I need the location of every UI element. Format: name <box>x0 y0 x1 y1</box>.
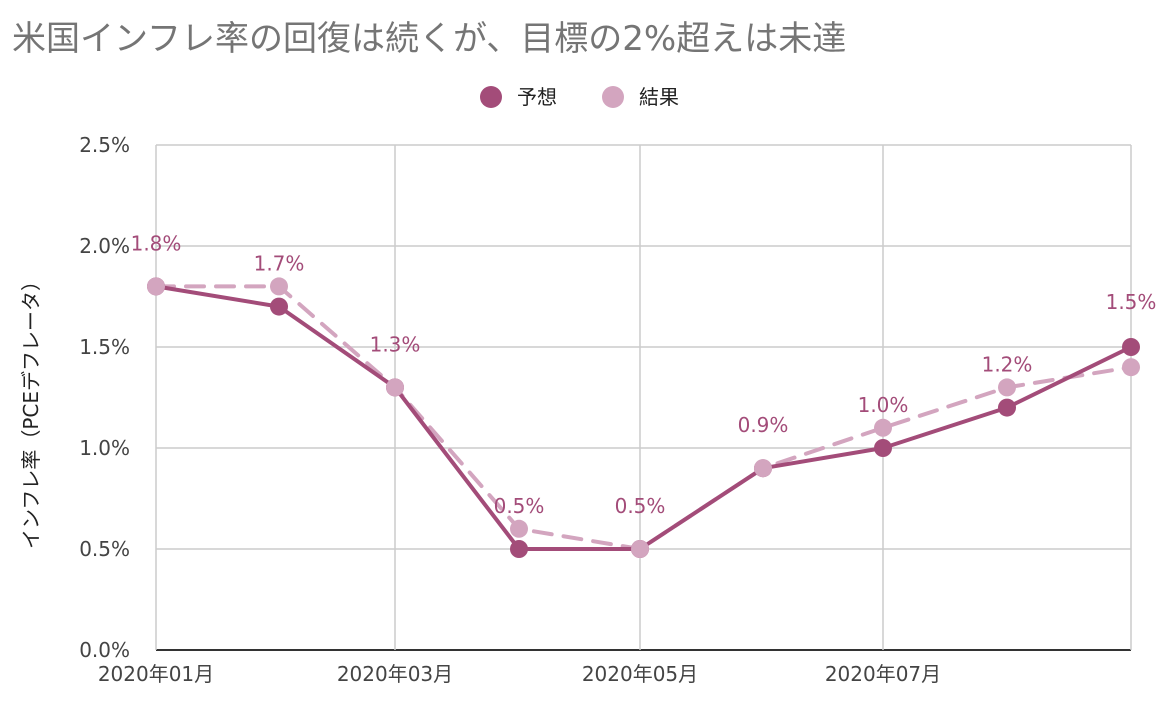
y-tick-label-4: 2.0% <box>79 234 130 258</box>
data-label-5: 0.9% <box>738 413 789 437</box>
series-1-point-5 <box>754 459 772 478</box>
y-axis-title: インフレ率（PCEデフレータ） <box>19 271 43 549</box>
data-label-4: 0.5% <box>615 494 666 518</box>
x-tick-label-2: 2020年05月 <box>582 662 698 686</box>
chart-title: 米国インフレ率の回復は続くが、目標の2%超えは未達 <box>12 19 846 59</box>
series-0-point-7 <box>998 398 1016 417</box>
x-axis-ticks: 2020年01月 2020年03月 2020年05月 2020年07月 <box>98 662 941 686</box>
series-1-point-2 <box>386 378 404 397</box>
y-tick-label-5: 2.5% <box>79 133 130 157</box>
x-tick-label-0: 2020年01月 <box>98 662 214 686</box>
data-label-0: 1.8% <box>131 231 182 255</box>
data-label-8: 1.5% <box>1106 290 1157 314</box>
legend-marker-0 <box>480 86 502 108</box>
y-axis-ticks: 0.0% 0.5% 1.0% 1.5% 2.0% 2.5% <box>79 133 130 662</box>
series-1-point-7 <box>998 378 1016 397</box>
y-tick-label-1: 0.5% <box>79 537 130 561</box>
x-tick-label-1: 2020年03月 <box>337 662 453 686</box>
data-label-1: 1.7% <box>254 252 305 276</box>
legend-label-1: 結果 <box>639 85 679 109</box>
series-0-point-3 <box>510 540 528 558</box>
data-label-7: 1.2% <box>982 353 1033 377</box>
series-1-point-3 <box>510 519 528 538</box>
legend-label-0: 予想 <box>517 85 557 109</box>
series-0-point-6 <box>874 439 892 457</box>
data-label-6: 1.0% <box>858 393 909 417</box>
x-tick-label-3: 2020年07月 <box>825 662 941 686</box>
legend-marker-1 <box>602 86 624 108</box>
series-0-point-1 <box>270 297 288 316</box>
data-label-2: 1.3% <box>370 332 421 356</box>
data-label-3: 0.5% <box>494 494 545 518</box>
series-1-point-0 <box>147 277 165 296</box>
grid <box>155 144 1132 651</box>
y-tick-label-2: 1.0% <box>79 436 130 460</box>
series-1-point-6 <box>874 418 892 437</box>
series-1-point-4 <box>631 540 649 558</box>
legend: 予想 結果 <box>480 85 679 109</box>
series-1-point-8 <box>1122 358 1140 377</box>
series-1-point-1 <box>270 277 288 296</box>
series-0-point-8 <box>1122 338 1140 356</box>
data-labels: 1.8% 1.7% 1.3% 0.5% 0.5% 0.9% 1.0% 1.2% 1.5% <box>131 231 1157 518</box>
y-tick-label-3: 1.5% <box>79 335 130 359</box>
y-tick-label-0: 0.0% <box>79 638 130 662</box>
series-points <box>147 277 1140 558</box>
